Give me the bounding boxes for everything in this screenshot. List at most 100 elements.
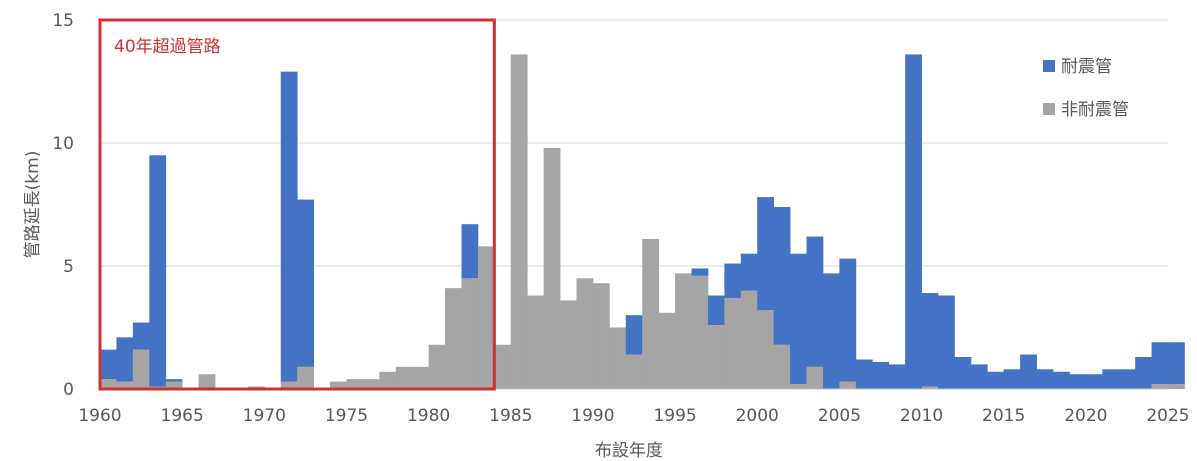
bar-non-seismic	[198, 374, 216, 389]
y-tick-labels: 0 5 10 15	[52, 11, 74, 400]
bar-seismic	[872, 361, 890, 389]
bar-non-seismic	[494, 344, 512, 389]
x-tick-label: 1980	[407, 406, 450, 426]
bar-seismic	[116, 337, 134, 382]
x-tick-label: 2010	[900, 406, 943, 426]
x-tick-label: 1975	[325, 406, 368, 426]
bar-seismic	[790, 253, 807, 385]
bar-non-seismic	[412, 366, 430, 389]
x-tick-labels: 1960 1965 1970 1975 1980 1985 1990 1995 2000 2005…	[78, 406, 1189, 426]
bar-non-seismic	[280, 381, 298, 389]
bars	[100, 54, 1185, 389]
bar-non-seismic	[790, 384, 807, 389]
bar-non-seismic	[297, 366, 314, 389]
x-tick-label: 1995	[653, 406, 696, 426]
over-40-years-label: 40年超過管路	[114, 37, 221, 57]
y-tick-label: 10	[52, 134, 74, 154]
bar-non-seismic	[576, 278, 594, 389]
bar-seismic	[1151, 342, 1169, 385]
bar-seismic	[100, 349, 117, 380]
x-axis-title: 布設年度	[595, 441, 663, 461]
x-tick-label: 2025	[1146, 406, 1189, 426]
bar-non-seismic	[510, 54, 528, 389]
bar-non-seismic	[477, 246, 495, 389]
bar-non-seismic	[116, 381, 134, 389]
bar-non-seismic	[461, 278, 479, 389]
bar-non-seismic	[395, 366, 413, 389]
bar-non-seismic	[757, 310, 775, 389]
legend-label: 耐震管	[1061, 57, 1112, 77]
x-tick-label: 1990	[571, 406, 614, 426]
bar-seismic	[987, 371, 1005, 389]
gridlines	[100, 19, 1168, 267]
bar-seismic	[1069, 374, 1087, 389]
bar-seismic	[1135, 357, 1152, 389]
bar-non-seismic	[773, 344, 791, 389]
bar-non-seismic	[543, 147, 561, 389]
bar-seismic	[280, 71, 298, 382]
legend-swatch	[1043, 103, 1055, 115]
bar-non-seismic	[740, 290, 758, 389]
y-axis-title: 管路延長(km)	[23, 151, 43, 259]
bar-seismic	[165, 379, 183, 382]
bar-seismic	[905, 54, 922, 389]
bar-non-seismic	[527, 295, 545, 389]
bar-seismic	[839, 258, 857, 382]
bar-non-seismic	[379, 371, 397, 389]
bar-seismic	[461, 224, 479, 279]
bar-non-seismic	[675, 273, 692, 389]
bar-seismic	[1168, 342, 1185, 385]
bar-non-seismic	[806, 366, 824, 389]
x-tick-label: 1965	[161, 406, 204, 426]
bar-seismic	[1085, 374, 1103, 389]
bar-non-seismic	[428, 344, 446, 389]
bar-seismic	[625, 315, 643, 355]
bar-seismic	[773, 206, 791, 345]
bar-non-seismic	[592, 283, 610, 389]
bar-non-seismic	[625, 354, 643, 389]
bar-non-seismic	[346, 379, 364, 389]
x-tick-label: 1985	[489, 406, 532, 426]
bar-non-seismic	[100, 379, 117, 389]
bar-seismic	[806, 236, 824, 367]
bar-seismic	[757, 197, 775, 311]
bar-non-seismic	[642, 238, 660, 389]
bar-non-seismic	[362, 379, 380, 389]
over-40-years-box	[98, 18, 496, 391]
y-tick-label: 5	[63, 257, 74, 277]
bar-seismic	[1118, 369, 1136, 389]
bar-seismic	[740, 253, 758, 291]
bar-non-seismic	[609, 327, 627, 389]
bar-seismic	[149, 155, 167, 387]
bar-seismic	[822, 273, 840, 389]
bar-seismic	[132, 322, 150, 350]
bar-seismic	[1003, 369, 1021, 389]
bar-non-seismic	[165, 381, 183, 389]
x-tick-label: 2005	[818, 406, 861, 426]
x-tick-label: 2000	[736, 406, 779, 426]
bar-seismic	[1052, 371, 1070, 389]
bar-seismic	[855, 359, 873, 389]
bar-non-seismic	[707, 325, 725, 389]
legend-swatch	[1043, 60, 1055, 72]
bar-seismic	[691, 268, 709, 276]
bar-seismic	[1020, 354, 1037, 389]
bar-non-seismic	[839, 381, 857, 389]
bar-seismic	[921, 293, 939, 387]
bar-seismic	[724, 263, 742, 298]
y-tick-label: 15	[52, 11, 74, 31]
bar-non-seismic	[658, 312, 676, 389]
x-tick-label: 2015	[982, 406, 1025, 426]
bar-seismic	[888, 364, 906, 389]
bar-seismic	[1102, 369, 1120, 389]
x-tick-label: 2020	[1064, 406, 1107, 426]
bar-seismic	[1036, 369, 1054, 389]
bar-non-seismic	[560, 300, 577, 389]
bar-seismic	[970, 364, 988, 389]
bar-non-seismic	[1151, 384, 1169, 389]
bar-non-seismic	[330, 381, 347, 389]
bar-seismic	[954, 357, 972, 389]
x-tick-label: 1960	[78, 406, 121, 426]
bar-non-seismic	[445, 288, 462, 389]
